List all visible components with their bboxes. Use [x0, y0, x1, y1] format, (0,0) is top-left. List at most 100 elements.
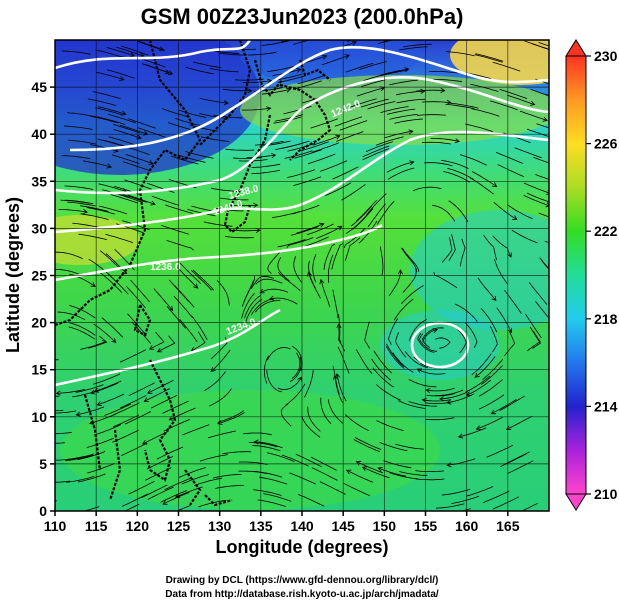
colorbar: 210 214 218 222 226 230 [565, 39, 618, 511]
streamline [336, 131, 364, 142]
streamline [497, 164, 525, 178]
y-tick-label: 30 [31, 220, 47, 236]
streamline-arrow [296, 67, 302, 73]
streamline [67, 201, 96, 207]
streamline [445, 104, 475, 110]
streamline [231, 229, 260, 232]
streamline [164, 477, 192, 490]
streamline [402, 43, 432, 48]
streamline [267, 65, 296, 72]
colorbar-ticks: 210 214 218 222 226 230 [586, 48, 618, 502]
streamline [269, 297, 298, 305]
contour-line [55, 40, 252, 70]
streamline-arrow [562, 48, 567, 52]
y-tick-label: 40 [31, 126, 47, 142]
streamline-arrow [335, 373, 341, 379]
streamline [72, 389, 101, 398]
streamline [106, 47, 135, 57]
streamline [454, 303, 478, 322]
streamline-arrow [307, 271, 312, 277]
streamline [213, 114, 243, 119]
streamline-arrow [505, 425, 512, 430]
streamline [542, 47, 549, 50]
streamline [387, 167, 415, 180]
streamline [56, 388, 85, 394]
streamline [157, 335, 176, 353]
streamline-arrow [319, 222, 325, 228]
streamline [161, 108, 190, 118]
streamline [486, 444, 514, 458]
streamline-arrow [193, 283, 199, 289]
streamline [350, 205, 372, 227]
streamline [528, 282, 548, 305]
streamline [267, 347, 291, 361]
streamline-arrow [55, 390, 61, 396]
streamline [402, 248, 420, 272]
streamline [289, 472, 317, 485]
streamline [470, 83, 499, 92]
streamline [423, 162, 453, 167]
streamline [126, 286, 146, 309]
streamline [86, 207, 115, 215]
streamline-arrow [361, 466, 368, 472]
streamline [101, 317, 124, 338]
streamline [147, 379, 174, 394]
streamline [165, 204, 193, 214]
streamline [344, 414, 369, 432]
colorbar-body [565, 55, 587, 495]
streamline [430, 137, 460, 142]
streamline-arrow [259, 288, 265, 294]
streamline [225, 148, 255, 151]
streamline [483, 234, 497, 260]
streamline [209, 68, 239, 73]
streamline [474, 54, 503, 63]
streamline [68, 326, 95, 340]
streamline [526, 192, 549, 203]
streamline [93, 373, 121, 385]
streamline [396, 98, 426, 104]
streamline [266, 452, 295, 462]
streamline [243, 432, 272, 436]
streamline [125, 154, 154, 165]
streamline [108, 136, 137, 146]
streamline [113, 402, 140, 416]
streamline [209, 388, 232, 407]
streamline-arrow [335, 134, 341, 140]
streamline [161, 225, 189, 235]
streamline [320, 160, 348, 172]
streamline [362, 145, 390, 158]
streamline [168, 279, 189, 302]
streamline [471, 171, 497, 187]
streamline [440, 159, 469, 169]
streamline [180, 263, 201, 284]
streamline [421, 327, 444, 342]
x-tick-label: 150 [373, 518, 397, 534]
streamline [80, 205, 109, 212]
streamline [372, 367, 395, 388]
streamline [338, 313, 342, 343]
streamline [286, 237, 314, 248]
streamline [55, 251, 83, 260]
streamline [471, 108, 500, 117]
streamline-arrow [425, 388, 431, 394]
streamline [217, 412, 245, 425]
streamline [345, 62, 374, 73]
streamline [267, 250, 282, 274]
streamline [349, 98, 377, 108]
streamline [447, 167, 474, 180]
colorbar-tick-label: 226 [594, 136, 618, 152]
contour-line [55, 308, 281, 387]
streamline [327, 254, 334, 283]
streamline [66, 475, 95, 483]
streamline [395, 443, 424, 450]
warm-band-north [240, 75, 549, 145]
streamline [283, 105, 312, 115]
streamline [260, 288, 289, 294]
streamline-arrow [270, 153, 277, 159]
warm-region-northeast [450, 40, 549, 85]
streamline [119, 192, 147, 203]
streamline-arrow [446, 99, 452, 105]
streamline-arrow [210, 366, 216, 372]
streamline-arrow [553, 95, 558, 99]
streamline [460, 508, 471, 511]
